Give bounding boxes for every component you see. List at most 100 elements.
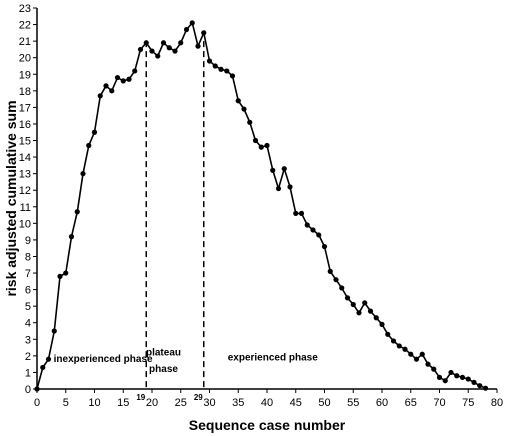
- x-tick-label: 65: [405, 397, 417, 409]
- y-tick-label: 11: [20, 202, 31, 214]
- data-point: [206, 58, 213, 64]
- data-point: [189, 20, 195, 26]
- y-tick-label: 7: [25, 268, 31, 280]
- data-point: [413, 356, 420, 362]
- data-point: [68, 234, 75, 240]
- data-point: [465, 376, 471, 382]
- x-axis-label: Sequence case number: [189, 417, 346, 433]
- x-tick-label: 50: [318, 397, 330, 409]
- x-tick-label: 10: [88, 397, 100, 409]
- x-tick-label: 15: [117, 397, 129, 409]
- data-point: [482, 385, 489, 391]
- data-point: [448, 369, 454, 376]
- data-point: [172, 48, 178, 54]
- data-point: [132, 68, 138, 74]
- x-tick-label: 0: [34, 397, 40, 409]
- y-tick-label: 6: [25, 285, 31, 297]
- y-tick-label: 18: [19, 86, 31, 98]
- data-point: [442, 378, 448, 384]
- data-point: [120, 78, 126, 84]
- data-point: [408, 351, 414, 357]
- data-point: [356, 310, 362, 316]
- data-point: [431, 366, 437, 372]
- x-tick-label: 25: [175, 397, 187, 409]
- data-point: [160, 40, 167, 46]
- x-ticks: 0 5 10 15 20 25 30 35 40 45 50 55 60 65 70 75 80: [34, 389, 503, 409]
- data-point: [339, 285, 345, 291]
- data-point: [396, 343, 402, 349]
- data-point: [367, 308, 374, 314]
- x-tick-label: 75: [462, 397, 474, 409]
- data-point: [97, 93, 103, 99]
- data-point: [471, 379, 477, 385]
- data-point: [321, 243, 328, 250]
- data-point: [149, 48, 155, 54]
- data-point: [195, 43, 201, 49]
- data-point: [137, 46, 144, 53]
- y-tick-label: 14: [19, 152, 31, 164]
- data-point: [287, 184, 293, 190]
- x-tick-label: 45: [290, 397, 302, 409]
- data-point: [241, 106, 247, 112]
- data-point: [40, 364, 46, 371]
- data-point: [310, 227, 316, 233]
- data-point: [103, 83, 109, 89]
- data-point: [114, 74, 121, 81]
- phase-dividers: 19 29: [136, 41, 205, 402]
- data-point: [333, 277, 339, 283]
- data-point: [385, 331, 391, 337]
- data-point: [454, 373, 460, 379]
- data-point: [379, 321, 385, 327]
- y-tick-label: 0: [25, 384, 31, 396]
- data-point: [275, 185, 282, 192]
- y-tick-label: 9: [25, 235, 31, 247]
- data-point: [229, 73, 236, 79]
- series: [34, 20, 489, 392]
- data-point: [212, 63, 218, 69]
- data-point: [344, 295, 351, 301]
- data-point: [34, 386, 40, 392]
- data-point: [74, 209, 80, 215]
- data-point: [293, 210, 299, 217]
- x-tick-label: 70: [433, 397, 445, 409]
- x-tick-label: 30: [203, 397, 215, 409]
- x-tick-label: 40: [261, 397, 273, 409]
- x-tick-label: 80: [491, 397, 503, 409]
- data-point: [419, 351, 425, 357]
- x-tick-label: 60: [376, 397, 388, 409]
- data-point: [166, 45, 172, 51]
- data-point: [477, 383, 483, 389]
- y-tick-label: 17: [19, 102, 31, 114]
- data-point: [247, 119, 253, 125]
- phase-annotation: plateau: [146, 348, 181, 359]
- data-point: [362, 300, 368, 306]
- data-point: [80, 171, 86, 177]
- data-point: [57, 273, 63, 279]
- phase-annotation: experienced phase: [228, 353, 318, 364]
- data-point: [51, 328, 57, 334]
- data-point: [126, 76, 132, 82]
- data-point: [235, 98, 241, 104]
- x-tick-label: 55: [347, 397, 359, 409]
- y-tick-label: 22: [19, 20, 31, 32]
- y-tick-label: 1: [25, 367, 31, 379]
- data-point: [459, 374, 466, 381]
- y-tick-label: 19: [19, 69, 31, 81]
- data-point: [45, 356, 52, 362]
- data-point: [436, 374, 443, 381]
- y-tick-label: 8: [25, 251, 31, 263]
- data-point: [281, 166, 287, 172]
- data-point: [86, 142, 92, 149]
- y-tick-label: 21: [19, 36, 31, 48]
- series-line: [36, 21, 486, 390]
- data-point: [252, 137, 259, 144]
- data-point: [109, 88, 115, 94]
- y-tick-label: 2: [25, 351, 31, 363]
- data-point: [63, 270, 69, 276]
- data-point: [178, 40, 184, 46]
- data-point: [350, 301, 356, 308]
- x-tick-label: 20: [146, 397, 158, 409]
